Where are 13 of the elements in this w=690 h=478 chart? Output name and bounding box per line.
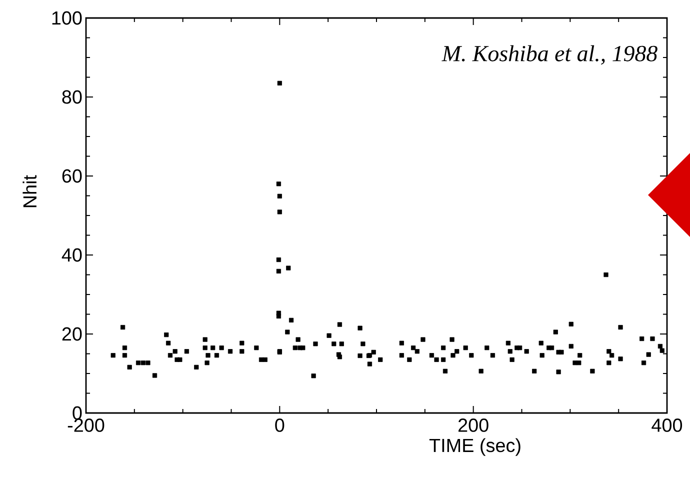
y-axis-title: Nhit	[22, 175, 37, 208]
y-tick-label: 0	[72, 406, 82, 420]
x-tick-label: 400	[652, 418, 682, 432]
annotation: M. Koshiba et al., 1988	[442, 45, 658, 65]
x-tick-label: -200	[68, 418, 104, 432]
y-tick-label: 20	[62, 327, 82, 341]
x-axis-title: TIME (sec)	[429, 438, 520, 456]
y-tick-label: 60	[62, 169, 82, 183]
y-tick-label: 80	[62, 90, 82, 104]
x-tick-label: 0	[275, 418, 284, 432]
y-tick-label: 100	[52, 11, 82, 25]
y-tick-label: 40	[62, 248, 82, 262]
x-tick-label: 200	[458, 418, 488, 432]
